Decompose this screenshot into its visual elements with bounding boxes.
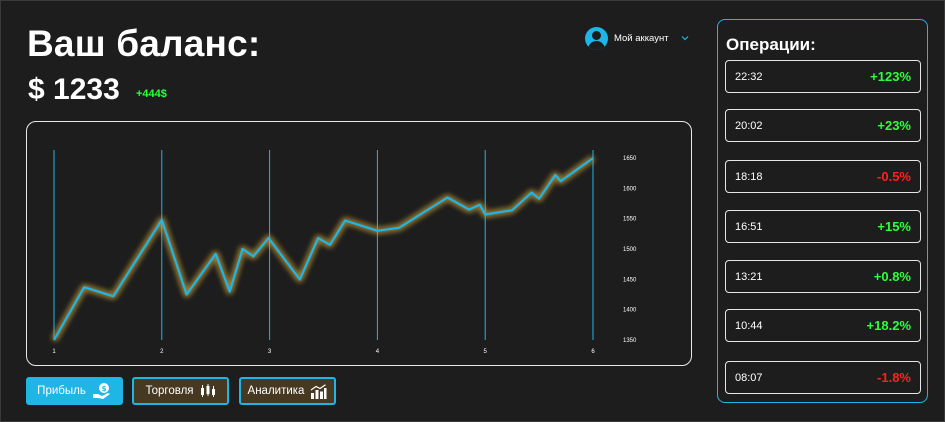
y-tick-label: 1500 (623, 247, 637, 253)
chart-canvas: 1 2 3 4 5 6 1650 1600 1550 1500 1450 1400 1350 (51, 150, 637, 355)
operation-time: 08:07 (735, 371, 763, 384)
account-menu[interactable]: Мой аккаунт (585, 25, 689, 51)
operations-panel: Операции: 22:32 +123% 20:02 +23% 18:18 -0.5% 1… (717, 19, 928, 403)
analytics-button-label: Аналитика (247, 385, 305, 397)
balance-delta: +444$ (136, 88, 167, 100)
operation-value: -1.8% (877, 370, 911, 385)
operation-value: +23% (877, 118, 911, 133)
operation-item[interactable]: 18:18 -0.5% (725, 160, 921, 193)
analytics-button[interactable]: Аналитика (239, 377, 336, 405)
operation-item[interactable]: 20:02 +23% (725, 109, 921, 142)
x-tick-label: 3 (268, 349, 272, 355)
operation-item[interactable]: 10:44 +18.2% (725, 309, 921, 342)
operation-item[interactable]: 22:32 +123% (725, 60, 921, 93)
operation-value: +0.8% (873, 269, 911, 284)
y-tick-label: 1450 (623, 277, 637, 283)
operation-value: -0.5% (877, 169, 911, 184)
account-label: Мой аккаунт (614, 32, 669, 44)
x-tick-label: 1 (52, 349, 56, 355)
y-tick-label: 1400 (623, 308, 637, 314)
operations-title: Операции: (726, 35, 816, 54)
operation-item[interactable]: 13:21 +0.8% (725, 260, 921, 293)
operation-item[interactable]: 08:07 -1.8% (725, 361, 921, 394)
y-tick-label: 1650 (623, 156, 637, 162)
operation-time: 22:32 (735, 70, 763, 83)
operation-value: +15% (877, 219, 911, 234)
profit-button-label: Прибыль (37, 385, 86, 397)
operation-time: 20:02 (735, 119, 763, 132)
bar-chart-icon (311, 383, 327, 399)
operation-time: 13:21 (735, 270, 763, 283)
operation-item[interactable]: 16:51 +15% (725, 210, 921, 243)
money-hand-icon: $ (92, 383, 110, 399)
y-tick-label: 1350 (623, 338, 637, 344)
x-tick-label: 4 (376, 349, 380, 355)
trade-button-label: Торговля (145, 385, 194, 397)
balance-chart: 1 2 3 4 5 6 1650 1600 1550 1500 1450 1400 1350 (26, 121, 692, 366)
series-line (53, 157, 594, 341)
y-tick-label: 1600 (623, 186, 637, 192)
user-icon (585, 26, 608, 50)
operation-value: +123% (870, 69, 911, 84)
operation-time: 16:51 (735, 220, 763, 233)
operation-value: +18.2% (866, 318, 911, 333)
x-tick-label: 5 (484, 349, 488, 355)
chevron-down-icon (681, 36, 689, 41)
candlestick-icon (200, 384, 215, 397)
page-title: Ваш баланс: (27, 23, 261, 64)
balance-value: $ 1233 (28, 73, 120, 106)
x-tick-label: 2 (160, 349, 164, 355)
series-glow (51, 156, 595, 342)
operation-time: 10:44 (735, 319, 763, 332)
profit-button[interactable]: Прибыль $ (26, 377, 123, 405)
x-tick-label: 6 (591, 349, 595, 355)
operation-time: 18:18 (735, 170, 763, 183)
y-tick-label: 1550 (623, 217, 637, 223)
trade-button[interactable]: Торговля (132, 377, 229, 405)
svg-text:$: $ (101, 385, 106, 393)
